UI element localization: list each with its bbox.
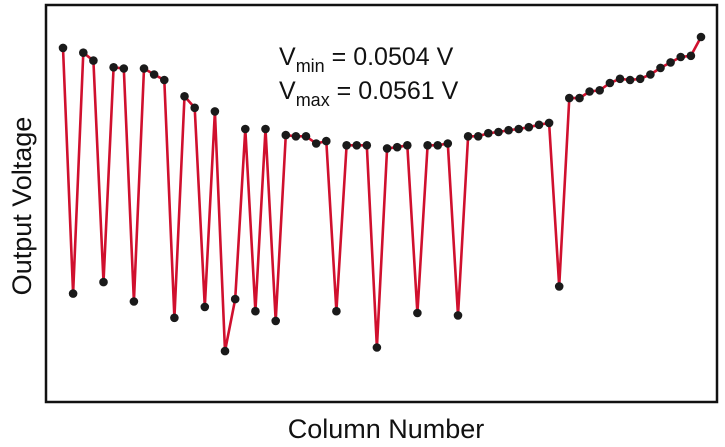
data-point-44	[494, 127, 503, 137]
data-point-10	[149, 70, 159, 79]
data-point-25	[301, 132, 311, 141]
data-point-51	[565, 93, 574, 103]
annotation-vmax-symbol: V	[279, 77, 296, 105]
data-point-54	[595, 86, 604, 95]
data-point-15	[200, 302, 210, 312]
annotation-vmin-symbol: V	[279, 43, 296, 71]
plot-frame	[44, 3, 719, 404]
data-point-32	[372, 343, 382, 352]
data-point-20	[251, 306, 260, 316]
data-point-36	[413, 308, 422, 318]
data-point-55	[605, 78, 615, 88]
data-point-47	[524, 122, 534, 132]
data-point-29	[342, 141, 351, 150]
data-point-19	[241, 124, 250, 134]
data-point-34	[392, 142, 402, 152]
data-point-42	[473, 132, 483, 141]
data-point-7	[119, 64, 129, 73]
annotation-vmin-subscript: min	[296, 56, 325, 76]
data-point-48	[534, 120, 544, 130]
data-point-49	[544, 118, 554, 128]
data-point-33	[382, 144, 392, 153]
annotation-vmin: Vmin = 0.0504 V	[279, 43, 454, 76]
data-point-64	[696, 32, 706, 42]
data-point-5	[99, 277, 108, 287]
data-point-38	[433, 141, 443, 150]
data-point-46	[514, 124, 523, 134]
annotation-vmax-subscript: max	[296, 90, 330, 110]
data-point-35	[403, 141, 412, 150]
data-point-37	[423, 141, 432, 150]
data-point-12	[170, 313, 179, 323]
y-axis-label: Output Voltage	[7, 117, 37, 296]
data-point-52	[575, 93, 584, 103]
data-point-6	[109, 63, 118, 72]
data-point-2	[68, 289, 78, 298]
data-point-53	[585, 87, 594, 96]
data-point-16	[210, 107, 220, 116]
data-point-62	[676, 52, 685, 62]
data-point-27	[322, 136, 331, 146]
data-point-8	[129, 297, 139, 306]
data-point-21	[261, 124, 270, 134]
annotation-vmax: Vmax = 0.0561 V	[279, 77, 459, 110]
data-point-1	[58, 43, 68, 53]
annotation-vmax-value: = 0.0561 V	[330, 77, 459, 105]
data-point-28	[332, 306, 341, 316]
data-point-41	[463, 132, 473, 141]
data-point-59	[646, 70, 655, 79]
data-point-30	[352, 141, 362, 150]
data-point-24	[291, 132, 301, 141]
data-point-11	[160, 75, 169, 85]
data-point-61	[666, 58, 675, 67]
series-layer	[58, 32, 706, 356]
data-point-23	[281, 130, 291, 140]
data-point-50	[554, 282, 564, 291]
series-line	[61, 36, 703, 353]
data-point-45	[504, 125, 513, 135]
data-point-43	[484, 128, 493, 138]
data-point-39	[443, 139, 453, 148]
data-point-63	[686, 51, 696, 61]
data-point-57	[625, 75, 635, 85]
data-point-14	[190, 103, 199, 113]
data-point-26	[311, 139, 321, 148]
data-point-22	[271, 316, 281, 326]
data-point-17	[220, 346, 230, 356]
data-point-9	[139, 64, 149, 73]
x-axis-label: Column Number	[288, 414, 485, 444]
data-point-13	[180, 92, 189, 101]
data-point-4	[89, 56, 98, 65]
data-point-58	[635, 74, 645, 84]
data-point-18	[230, 294, 240, 304]
data-point-31	[362, 141, 372, 150]
data-point-60	[656, 63, 665, 73]
data-point-40	[453, 311, 463, 320]
data-point-56	[615, 74, 625, 84]
data-point-3	[79, 48, 88, 57]
annotation-vmin-value: = 0.0504 V	[325, 43, 454, 71]
